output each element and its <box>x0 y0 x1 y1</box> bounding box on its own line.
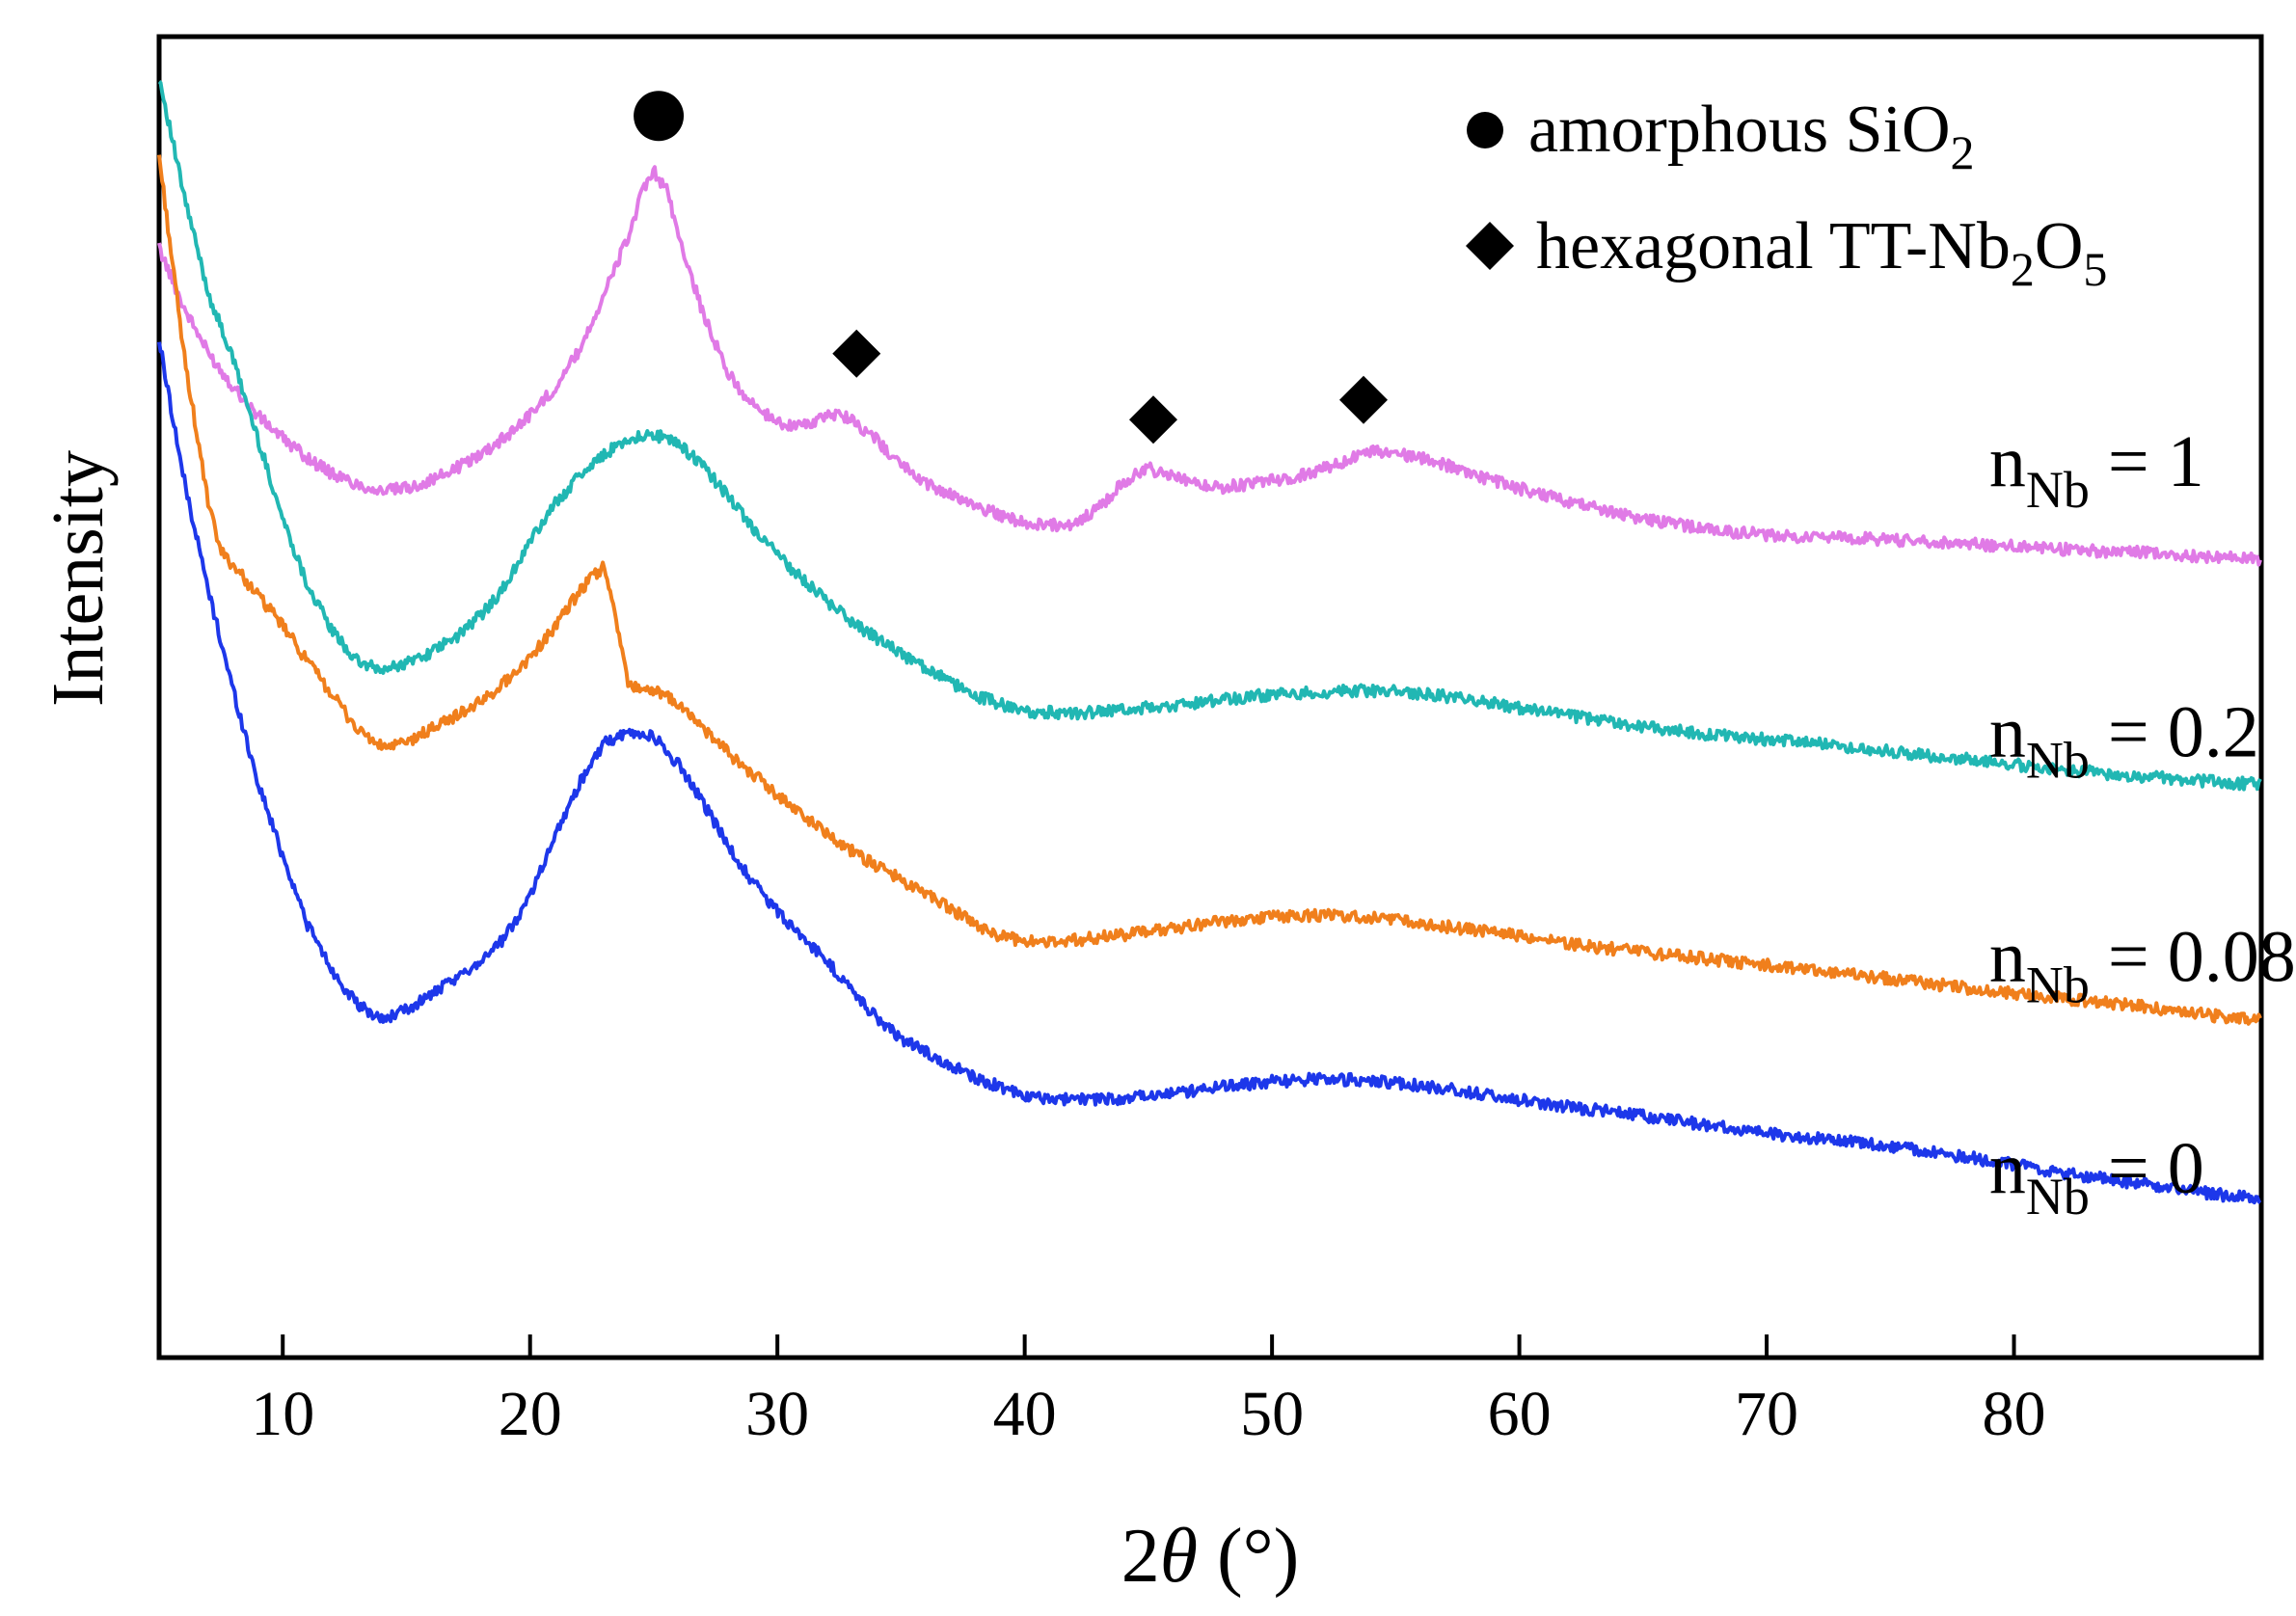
x-tick-label: 10 <box>251 1379 314 1449</box>
peak-marker-diamond <box>1339 375 1389 424</box>
legend-entry-sio2: amorphous SiO2 <box>1528 93 1975 179</box>
x-tick-label: 60 <box>1488 1379 1552 1449</box>
legend-circle-marker <box>1467 112 1503 148</box>
peak-marker-diamond <box>832 329 881 378</box>
x-axis-label-prefix: 2 <box>1121 1514 1160 1599</box>
x-tick-label: 30 <box>745 1379 809 1449</box>
series-label-0: nNb = 1 <box>1989 421 2204 519</box>
peak-annotations <box>634 91 1389 444</box>
legend: amorphous SiO2 hexagonal TT-Nb2O5 <box>1466 93 2107 296</box>
x-tick-label: 50 <box>1240 1379 1304 1449</box>
series-line-3 <box>157 341 2262 1205</box>
y-axis-label: Intensity <box>38 450 119 707</box>
series-line-0 <box>157 165 2262 567</box>
series-layer <box>157 79 2262 1205</box>
series-line-1 <box>157 79 2262 792</box>
series-labels: nNb = 1 nNb = 0.2 nNb = 0.08 nNb = 0 <box>1989 421 2296 1225</box>
x-axis-label-unit: (°) <box>1198 1514 1299 1599</box>
x-axis-label: 2θ (°) <box>1121 1514 1300 1599</box>
series-label-1: nNb = 0.2 <box>1989 692 2259 790</box>
x-axis: 10 20 30 40 50 60 70 80 <box>251 1334 2046 1449</box>
x-tick-label: 20 <box>499 1379 562 1449</box>
x-tick-label: 70 <box>1735 1379 1798 1449</box>
x-tick-label: 80 <box>1983 1379 2046 1449</box>
legend-diamond-marker <box>1466 222 1514 270</box>
series-label-3: nNb = 0 <box>1989 1128 2204 1225</box>
peak-marker-diamond <box>1129 395 1178 444</box>
series-line-2 <box>157 154 2262 1026</box>
x-axis-label-theta: θ <box>1160 1514 1198 1599</box>
peak-marker-circle <box>634 91 685 142</box>
legend-entry-nb2o5: hexagonal TT-Nb2O5 <box>1536 209 2107 296</box>
series-label-2: nNb = 0.08 <box>1989 917 2296 1014</box>
x-tick-label: 40 <box>993 1379 1057 1449</box>
